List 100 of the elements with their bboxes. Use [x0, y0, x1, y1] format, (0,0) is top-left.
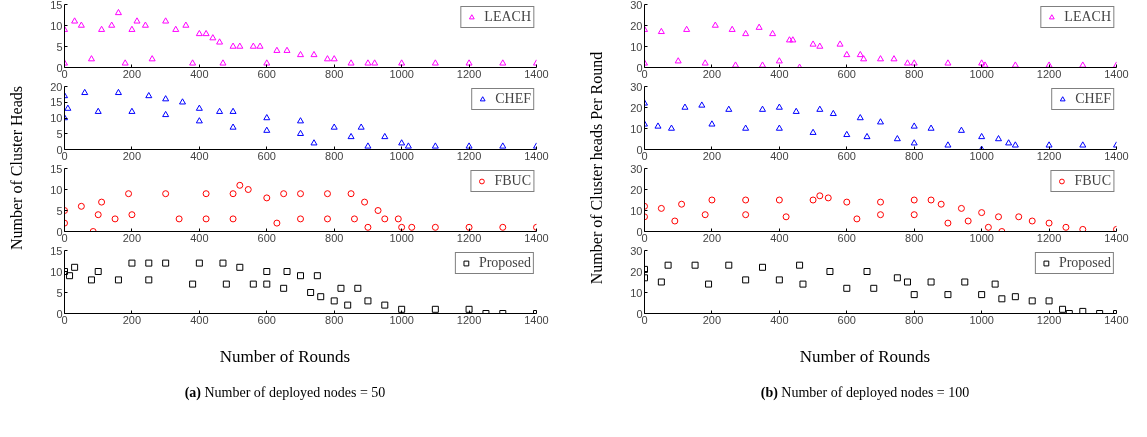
legend-label: CHEF	[495, 91, 531, 107]
point	[705, 280, 713, 288]
y-tick-label: 10	[50, 183, 63, 196]
y-tick-label: 10	[630, 40, 643, 53]
point	[263, 194, 271, 202]
point	[785, 36, 793, 43]
point	[775, 196, 783, 204]
point	[175, 215, 183, 223]
point	[829, 109, 837, 117]
point	[856, 114, 864, 121]
x-axis-title: Number of Rounds	[219, 346, 351, 368]
legend-label: Proposed	[1058, 255, 1111, 271]
x-tick-label: 600	[257, 149, 276, 162]
point	[671, 217, 679, 225]
x-tick-label: 400	[190, 149, 209, 162]
y-tick-label: 10	[630, 204, 643, 217]
point	[799, 280, 807, 288]
point	[249, 42, 257, 49]
point	[77, 202, 85, 210]
point	[236, 42, 244, 49]
point	[725, 261, 733, 269]
point	[408, 223, 416, 231]
x-tick-label: 400	[770, 313, 789, 326]
point	[499, 142, 507, 149]
x-tick-label: 1200	[456, 67, 482, 80]
x-tick-label: 200	[702, 149, 722, 162]
point	[978, 209, 986, 217]
point	[664, 261, 672, 269]
point	[701, 59, 709, 66]
point	[128, 259, 136, 267]
y-tick-label: 30	[630, 0, 643, 11]
y-tick-label: 10	[50, 112, 63, 124]
point	[128, 25, 136, 32]
point	[244, 186, 252, 193]
point	[910, 59, 918, 66]
point	[708, 196, 716, 204]
x-tick-label: 200	[122, 231, 142, 244]
text: (a) Number of deployed nodes = 50	[184, 384, 386, 402]
point	[984, 223, 992, 231]
point	[711, 21, 719, 28]
point	[775, 124, 783, 131]
point	[816, 105, 824, 112]
point	[1011, 141, 1019, 148]
y-tick-label: 5	[56, 204, 63, 217]
point	[71, 17, 79, 24]
point	[350, 215, 358, 223]
point	[1079, 307, 1087, 314]
legend-label: LEACH	[484, 9, 531, 25]
x-tick-label: 1000	[389, 149, 414, 162]
x-tick-label: 800	[905, 313, 924, 326]
point	[280, 190, 288, 198]
point	[431, 142, 439, 149]
point	[371, 59, 379, 66]
y-tick-label: 5	[56, 127, 63, 140]
point	[219, 259, 227, 267]
point	[910, 196, 918, 204]
point	[128, 211, 136, 219]
point	[732, 61, 740, 68]
point	[978, 132, 986, 140]
x-tick-label: 800	[325, 67, 344, 80]
point	[1005, 139, 1013, 146]
point	[87, 55, 95, 62]
point	[998, 295, 1006, 303]
point	[98, 198, 106, 206]
point	[910, 139, 918, 146]
point	[307, 289, 315, 296]
point	[195, 29, 203, 37]
point	[843, 198, 851, 206]
point	[374, 207, 382, 214]
point	[263, 268, 271, 275]
point	[995, 135, 1002, 142]
point	[195, 104, 203, 111]
point	[347, 190, 355, 198]
point	[809, 128, 817, 135]
point	[202, 190, 210, 198]
point	[927, 124, 935, 131]
point	[263, 126, 271, 133]
x-tick-label: 1000	[969, 67, 994, 80]
point	[978, 59, 986, 66]
point	[691, 261, 699, 269]
point	[657, 27, 665, 35]
x-tick-label: 200	[702, 231, 722, 244]
point	[701, 211, 709, 219]
point	[499, 59, 507, 66]
point	[94, 268, 102, 275]
point	[944, 291, 952, 299]
point	[202, 29, 210, 37]
point	[297, 215, 304, 223]
point	[354, 284, 362, 292]
y-tick-label: 5	[56, 40, 63, 53]
point	[229, 107, 237, 114]
point	[775, 57, 783, 64]
point	[317, 293, 325, 301]
x-tick-label: 1000	[389, 313, 414, 326]
x-tick-label: 600	[837, 67, 856, 80]
x-tick-label: 400	[190, 67, 209, 80]
x-tick-label: 1400	[524, 67, 549, 80]
point	[108, 21, 116, 28]
point	[431, 59, 439, 66]
x-tick-label: 1000	[969, 231, 994, 244]
